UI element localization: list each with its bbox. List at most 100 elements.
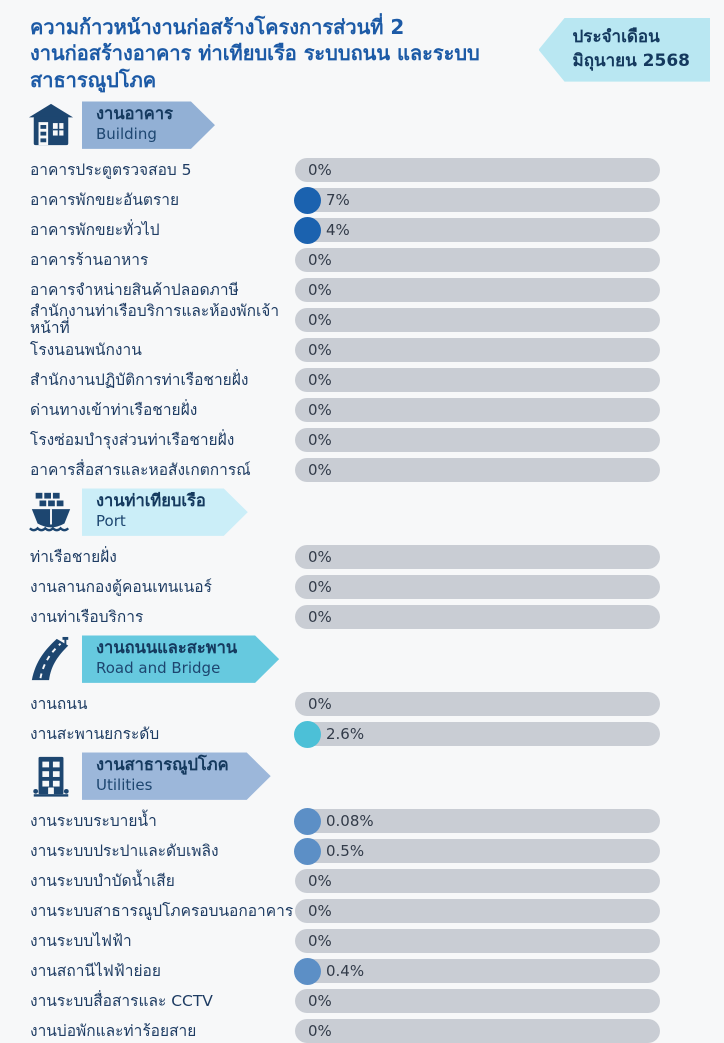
section-title-th: งานท่าเทียบเรือ — [96, 491, 206, 511]
progress-row: โรงนอนพนักงาน 0% — [30, 338, 660, 363]
utilities-icon — [28, 753, 74, 799]
progress-bar: 0% — [295, 869, 660, 894]
progress-value: 0% — [308, 578, 332, 597]
progress-value: 0% — [308, 461, 332, 480]
page-title: ความก้าวหน้างานก่อสร้างโครงการส่วนที่ 2 … — [30, 14, 530, 93]
building-icon — [28, 102, 74, 148]
progress-value: 0% — [308, 902, 332, 921]
row-label: งานระบบไฟฟ้า — [30, 931, 132, 950]
progress-value: 0% — [308, 992, 332, 1011]
progress-row: งานระบบสื่อสารและ CCTV 0% — [30, 989, 660, 1014]
ship-icon — [28, 489, 74, 535]
row-label: งานระบบสาธารณูปโภครอบนอกอาคาร — [30, 901, 294, 920]
progress-bar: 0% — [295, 398, 660, 423]
progress-value: 0% — [308, 548, 332, 567]
period-badge-line1: ประจำเดือน — [572, 27, 660, 47]
progress-value: 0% — [308, 932, 332, 951]
section-title-en: Utilities — [96, 776, 153, 795]
progress-row: อาคารพักขยะทั่วไป 4% — [30, 216, 660, 244]
progress-value: 7% — [326, 191, 350, 210]
progress-row: งานสถานีไฟฟ้าย่อย 0.4% — [30, 957, 660, 985]
progress-row: สำนักงานปฏิบัติการท่าเรือชายฝั่ง 0% — [30, 368, 660, 393]
row-label: งานถนน — [30, 694, 88, 713]
progress-bar: 0.5% — [294, 837, 660, 865]
row-label: งานท่าเรือบริการ — [30, 607, 144, 626]
progress-value: 0% — [308, 371, 332, 390]
progress-row: งานลานกองตู้คอนเทนเนอร์ 0% — [30, 575, 660, 600]
section-header-road: งานถนนและสะพาน Road and Bridge — [28, 635, 660, 683]
progress-value: 0% — [308, 608, 332, 627]
progress-bar: 4% — [294, 216, 660, 244]
progress-value: 0% — [308, 872, 332, 891]
section-banner-port: งานท่าเทียบเรือ Port — [82, 488, 248, 535]
row-label: ท่าเรือชายฝั่ง — [30, 547, 117, 566]
progress-row: โรงซ่อมบำรุงส่วนท่าเรือชายฝั่ง 0% — [30, 428, 660, 453]
progress-row: อาคารประตูตรวจสอบ 5 0% — [30, 158, 660, 183]
progress-value: 0.08% — [326, 812, 374, 831]
row-label: อาคารพักขยะทั่วไป — [30, 220, 160, 239]
progress-value: 0.5% — [326, 842, 365, 861]
progress-row: งานระบบบำบัดน้ำเสีย 0% — [30, 869, 660, 894]
progress-bar: 0% — [295, 605, 660, 630]
progress-bar: 0.4% — [294, 957, 660, 985]
row-label: งานลานกองตู้คอนเทนเนอร์ — [30, 577, 212, 596]
progress-bar: 0% — [295, 248, 660, 273]
progress-row: งานบ่อพักและท่าร้อยสาย 0% — [30, 1019, 660, 1043]
progress-dot — [294, 837, 321, 865]
progress-bar: 0% — [295, 545, 660, 570]
section-title-th: งานถนนและสะพาน — [96, 638, 238, 658]
progress-row: สำนักงานท่าเรือบริการและห้องพักเจ้าหน้าท… — [30, 303, 660, 337]
progress-bar: 0% — [295, 338, 660, 363]
section-header-building: งานอาคาร Building — [28, 101, 660, 149]
row-label: อาคารสื่อสารและหอสังเกตการณ์ — [30, 460, 251, 479]
row-label: งานบ่อพักและท่าร้อยสาย — [30, 1021, 197, 1040]
row-label: งานสะพานยกระดับ — [30, 724, 160, 743]
progress-row: อาคารสื่อสารและหอสังเกตการณ์ 0% — [30, 458, 660, 483]
progress-bar: 7% — [294, 186, 660, 214]
progress-value: 0% — [308, 431, 332, 450]
row-label: งานระบบบำบัดน้ำเสีย — [30, 871, 175, 890]
progress-bar: 0% — [295, 1019, 660, 1043]
progress-bar: 0% — [295, 458, 660, 483]
progress-value: 0% — [308, 695, 332, 714]
progress-bar: 0% — [295, 692, 660, 717]
section-banner-utilities: งานสาธารณูปโภค Utilities — [82, 752, 271, 799]
section-title-en: Road and Bridge — [96, 659, 221, 678]
progress-dot — [294, 186, 321, 214]
progress-row: อาคารพักขยะอันตราย 7% — [30, 186, 660, 214]
progress-row: งานระบบระบายน้ำ 0.08% — [30, 807, 660, 835]
page-title-line2: งานก่อสร้างอาคาร ท่าเทียบเรือ ระบบถนน แล… — [30, 41, 480, 92]
progress-value: 0% — [308, 161, 332, 180]
section-banner-road: งานถนนและสะพาน Road and Bridge — [82, 635, 279, 682]
progress-bar: 0% — [295, 428, 660, 453]
period-badge: ประจำเดือน มิถุนายน 2568 — [538, 18, 710, 82]
section-header-utilities: งานสาธารณูปโภค Utilities — [28, 752, 660, 800]
progress-bar: 0% — [295, 575, 660, 600]
period-badge-line2: มิถุนายน 2568 — [572, 50, 690, 71]
row-label: งานระบบสื่อสารและ CCTV — [30, 991, 213, 1010]
progress-bar: 0% — [295, 308, 660, 333]
section-title-en: Port — [96, 512, 126, 531]
row-label: สำนักงานท่าเรือบริการและห้องพักเจ้าหน้าท… — [30, 302, 280, 338]
row-label: ด่านทางเข้าท่าเรือชายฝั่ง — [30, 400, 198, 419]
section-title-en: Building — [96, 125, 157, 144]
section-title-th: งานสาธารณูปโภค — [96, 755, 229, 775]
progress-row: งานระบบไฟฟ้า 0% — [30, 929, 660, 954]
progress-value: 0% — [308, 281, 332, 300]
section-title-th: งานอาคาร — [96, 104, 173, 124]
progress-row: ท่าเรือชายฝั่ง 0% — [30, 545, 660, 570]
section-banner-building: งานอาคาร Building — [82, 101, 215, 148]
progress-bar: 0% — [295, 158, 660, 183]
road-icon — [28, 636, 74, 682]
progress-bar: 0% — [295, 989, 660, 1014]
row-label: อาคารประตูตรวจสอบ 5 — [30, 160, 192, 179]
progress-row: ด่านทางเข้าท่าเรือชายฝั่ง 0% — [30, 398, 660, 423]
row-label: อาคารร้านอาหาร — [30, 250, 149, 269]
progress-row: งานระบบสาธารณูปโภครอบนอกอาคาร 0% — [30, 899, 660, 924]
progress-value: 0% — [308, 1022, 332, 1041]
row-label: สำนักงานปฏิบัติการท่าเรือชายฝั่ง — [30, 370, 249, 389]
row-label: โรงซ่อมบำรุงส่วนท่าเรือชายฝั่ง — [30, 430, 235, 449]
progress-row: งานท่าเรือบริการ 0% — [30, 605, 660, 630]
progress-bar: 0.08% — [294, 807, 660, 835]
